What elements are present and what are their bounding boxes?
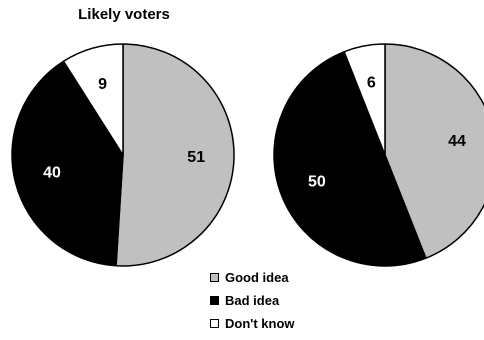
legend-swatch-good-idea xyxy=(210,273,219,282)
pie-1-slice-don-t-know xyxy=(62,43,124,156)
legend-item-dont-know: Don't know xyxy=(210,312,410,335)
legend-swatch-dont-know xyxy=(210,319,219,328)
pie-1-label-good-idea: 51 xyxy=(187,149,205,166)
pie-1-slice-good-idea xyxy=(115,43,235,267)
pie-2-label-don-t-know: 6 xyxy=(367,75,376,92)
pie-1: 51 40 9 xyxy=(11,43,235,267)
pie-1-label-bad-idea: 40 xyxy=(43,165,61,182)
legend: Good idea Bad idea Don't know xyxy=(210,266,410,335)
legend-swatch-bad-idea xyxy=(210,296,219,305)
legend-item-bad-idea: Bad idea xyxy=(210,289,410,312)
legend-label-bad-idea: Bad idea xyxy=(225,293,280,308)
legend-item-good-idea: Good idea xyxy=(210,266,410,289)
pie-2-label-bad-idea: 50 xyxy=(308,174,326,191)
pie-2-slice-don-t-know xyxy=(343,43,386,156)
pie-2-label-good-idea: 44 xyxy=(448,133,466,150)
pie-2: 44 50 6 xyxy=(273,43,484,267)
pie-1-label-don-t-know: 9 xyxy=(98,76,107,93)
legend-label-dont-know: Don't know xyxy=(225,316,295,331)
pie-2-slice-bad-idea xyxy=(273,51,427,267)
pie-2-slice-good-idea xyxy=(384,43,484,259)
legend-label-good-idea: Good idea xyxy=(225,270,289,285)
chart-title: Likely voters xyxy=(78,6,170,23)
